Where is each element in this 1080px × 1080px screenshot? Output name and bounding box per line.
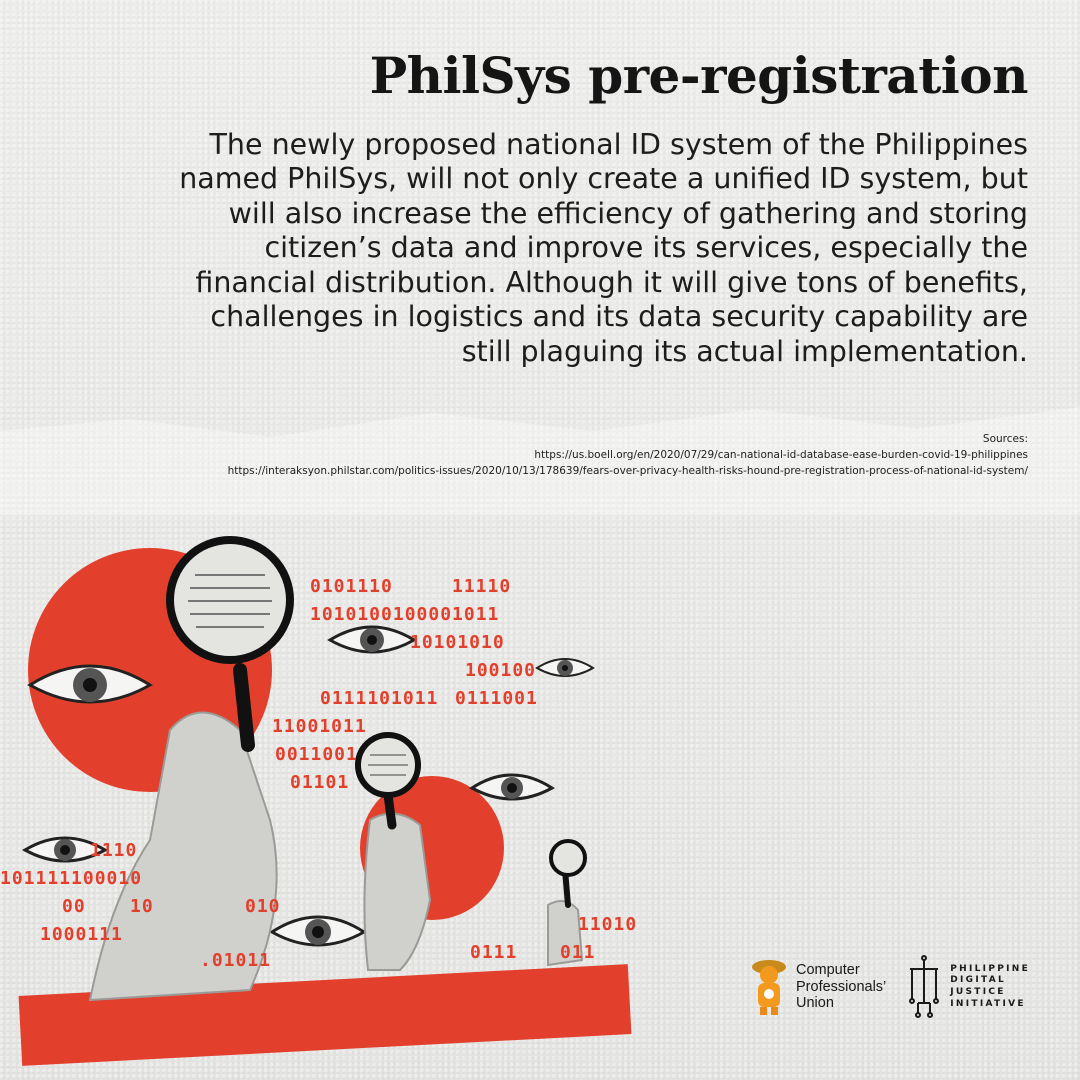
binary-text: 011 — [560, 942, 596, 963]
collage-graphics — [18, 536, 632, 1066]
cpu-line: Union — [796, 995, 834, 1012]
pdji-line: INITIATIVE — [950, 998, 1026, 1009]
binary-text: 11001011 — [272, 716, 367, 737]
binary-text: .01011 — [200, 950, 272, 971]
eye-icon — [469, 773, 555, 801]
binary-text: 10101010 — [410, 632, 505, 653]
description: The newly proposed national ID system of… — [53, 128, 1028, 369]
collage-illustration: 0101110 11110 1010100100001011 10101010 … — [0, 520, 680, 1080]
pdji-logo-text: PHILIPPINE DIGITAL JUSTICE INITIATIVE — [950, 964, 1030, 1011]
circuit-figure-icon — [909, 955, 940, 1018]
description-line: The newly proposed national ID system of… — [209, 128, 1028, 161]
cpu-line: Professionals’ — [796, 978, 887, 995]
magnifier-handle — [233, 663, 255, 752]
binary-text: 101111100010 — [0, 868, 143, 889]
binary-text: 0111001 — [455, 688, 538, 709]
binary-text: 0011001 — [275, 744, 358, 765]
description-line: named PhilSys, will not only create a un… — [179, 162, 1028, 196]
binary-text: 1000111 — [40, 924, 123, 945]
eye-icon — [27, 664, 153, 704]
pdji-line: DIGITAL — [950, 975, 1007, 986]
eye-icon — [269, 915, 367, 947]
cpu-line: Computer — [796, 961, 860, 978]
binary-text: 01101 — [290, 772, 350, 793]
description-line: citizen’s data and improve its services,… — [264, 231, 1028, 265]
binary-text: 1110 — [90, 840, 138, 861]
binary-text: 100100 — [465, 660, 537, 681]
binary-text: 0111 — [470, 942, 518, 963]
page-title: PhilSys pre-registration — [369, 46, 1029, 105]
binary-text: 10 — [130, 896, 154, 917]
eye-icon — [21, 836, 109, 863]
binary-text: 11010 — [578, 914, 638, 935]
pdji-line: JUSTICE — [950, 987, 1006, 997]
binary-text: 1010100100001011 — [310, 604, 500, 625]
sources-block: Sources: https://us.boell.org/en/2020/07… — [228, 432, 1028, 479]
pdji-logo: PHILIPPINE DIGITAL JUSTICE INITIATIVE — [908, 955, 1030, 1019]
hand-large — [88, 711, 278, 1002]
pdji-line: PHILIPPINE — [950, 963, 1031, 974]
mascot-icon — [752, 960, 786, 1015]
description-line: still plaguing its actual implementation… — [461, 334, 1028, 368]
binary-text: 010 — [245, 896, 281, 917]
sources-label: Sources: — [982, 433, 1028, 445]
binary-text: 11110 — [452, 576, 512, 597]
hand-middle — [363, 812, 432, 971]
description-line: financial distribution. Although it will… — [195, 265, 1028, 299]
magnifier-icon-small — [549, 839, 587, 877]
source-link[interactable]: https://interaksyon.philstar.com/politic… — [227, 464, 1028, 477]
binary-text: 0111101011 — [320, 688, 439, 709]
binary-text: 0101110 — [310, 576, 393, 597]
description-line: challenges in logistics and its data sec… — [210, 300, 1028, 334]
eye-icon — [535, 658, 595, 677]
description-line: will also increase the efficiency of gat… — [228, 196, 1028, 230]
cpu-logo: Computer Professionals’ Union — [750, 957, 886, 1017]
source-link[interactable]: https://us.boell.org/en/2020/07/29/can-n… — [534, 448, 1028, 461]
magnifier-icon-large — [166, 536, 294, 664]
partner-logos: Computer Professionals’ Union PHILIPPINE… — [750, 955, 1030, 1019]
cpu-logo-text: Computer Professionals’ Union — [796, 962, 886, 1012]
eye-icon — [327, 625, 417, 654]
magnifier-icon-medium — [355, 732, 421, 798]
binary-text: 00 — [62, 896, 86, 917]
